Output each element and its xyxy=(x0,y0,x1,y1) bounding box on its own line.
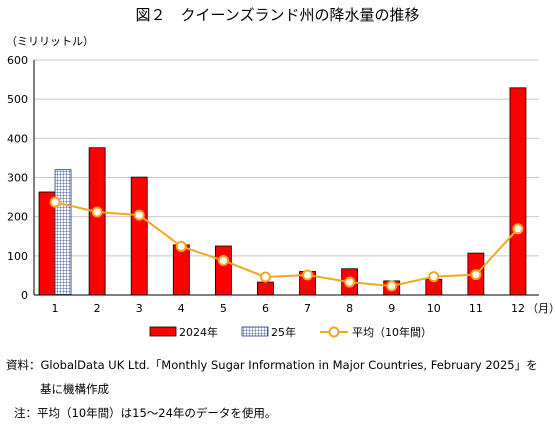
x-tick-label: 10 xyxy=(427,302,441,315)
bar-2024年 xyxy=(130,176,148,296)
y-tick-label: 400 xyxy=(7,132,28,145)
chart-title: 図２ クイーンズランド州の降水量の推移 xyxy=(135,6,420,24)
x-tick-label: 4 xyxy=(178,302,185,315)
point-平均（10年間） xyxy=(133,209,145,221)
point-平均（10年間） xyxy=(175,240,187,252)
y-tick-label: 0 xyxy=(21,289,28,302)
y-tick-label: 300 xyxy=(7,172,28,185)
x-tick-label: 5 xyxy=(220,302,227,315)
point-平均（10年間） xyxy=(344,276,356,288)
line-平均（10年間） xyxy=(54,201,519,288)
bar-2024年 xyxy=(509,87,527,296)
x-tick-label: 3 xyxy=(136,302,143,315)
x-tick-label: 2 xyxy=(94,302,101,315)
footnote: 注：平均（10年間）は15～24年のデータを使用。 xyxy=(14,406,277,420)
x-tick-label: 7 xyxy=(304,302,311,315)
x-tick-label: 6 xyxy=(262,302,269,315)
bar-2024年 xyxy=(88,147,106,296)
y-axis-label: （ミリリットル） xyxy=(6,35,94,48)
x-tick-label: 8 xyxy=(346,302,353,315)
x-axis-unit: （月） xyxy=(527,302,555,315)
y-tick-label: 500 xyxy=(7,93,28,106)
y-tick-label: 600 xyxy=(7,54,28,67)
point-平均（10年間） xyxy=(302,269,314,281)
source-note-continued: 基に機構作成 xyxy=(40,382,109,396)
point-平均（10年間） xyxy=(91,206,103,218)
point-平均（10年間） xyxy=(259,271,271,283)
legend-label: 平均（10年間） xyxy=(352,325,432,339)
point-平均（10年間） xyxy=(386,280,398,292)
point-平均（10年間） xyxy=(217,255,229,267)
source-note: 資料：GlobalData UK Ltd.「Monthly Sugar Info… xyxy=(6,358,538,372)
bar-2024年 xyxy=(214,245,232,296)
bar-2024年 xyxy=(38,191,56,296)
legend-label: 2024年 xyxy=(179,325,218,339)
legend-label: 25年 xyxy=(271,325,296,339)
legend-swatch xyxy=(149,326,177,337)
legend-swatch xyxy=(241,326,269,337)
legend-marker xyxy=(328,326,340,338)
x-tick-label: 11 xyxy=(469,302,483,315)
x-tick-label: 12 xyxy=(511,302,525,315)
x-tick-label: 9 xyxy=(388,302,395,315)
point-平均（10年間） xyxy=(49,196,61,208)
x-tick-label: 1 xyxy=(52,302,59,315)
point-平均（10年間） xyxy=(428,271,440,283)
bar-25年 xyxy=(54,169,72,296)
point-平均（10年間） xyxy=(512,223,524,235)
bar-2024年 xyxy=(257,281,274,296)
bar-2024年 xyxy=(172,244,190,296)
y-tick-label: 100 xyxy=(7,250,28,263)
point-平均（10年間） xyxy=(470,269,482,281)
y-tick-label: 200 xyxy=(7,211,28,224)
